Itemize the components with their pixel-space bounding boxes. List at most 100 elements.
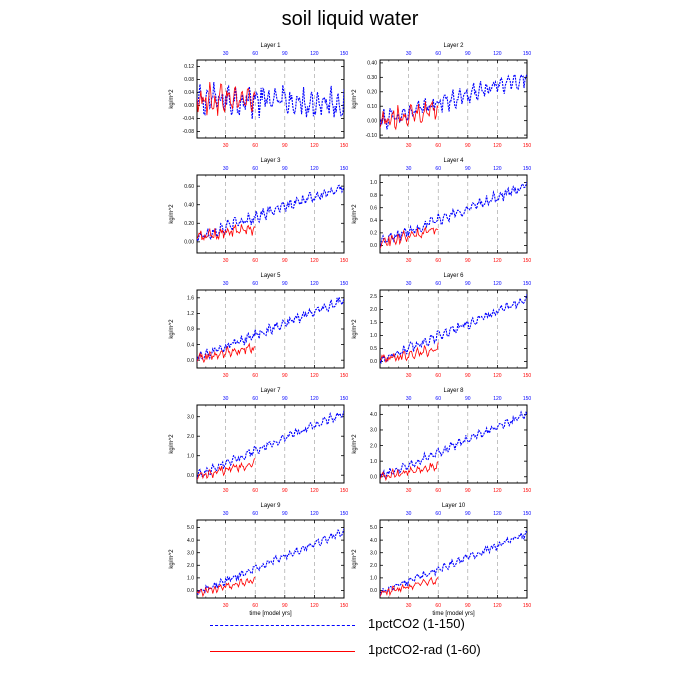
y-tick-label: 2.5 [370,294,377,300]
y-tick-label: 3.0 [187,414,194,420]
bottom-tick-label: 60 [435,603,441,609]
top-tick-label: 120 [493,396,502,402]
x-axis-label: time [model yrs] [249,611,292,617]
y-axis-label: kg/m^2 [169,549,175,569]
y-tick-label: 0.00 [184,240,194,246]
top-tick-label: 120 [493,281,502,287]
y-tick-label: 0.20 [367,89,377,95]
bottom-tick-label: 150 [340,258,349,264]
panel-layer-8: 30 30 60 60 90 90 120 120 150 150 0.0 1.0 2.0 3.0 4.0 L… [352,388,531,494]
panel-title: Layer 8 [443,388,464,394]
y-tick-label: 0.4 [370,218,377,224]
series-1pctco2-rad-line [380,461,439,482]
panel-title: Layer 6 [443,273,464,279]
panel-title: Layer 2 [443,43,464,49]
y-tick-label: 1.0 [187,453,194,459]
y-tick-label: 0.12 [184,64,194,70]
top-tick-label: 90 [465,166,471,172]
bottom-tick-label: 150 [523,488,532,494]
y-tick-label: 0.20 [184,221,194,227]
plot-frame [196,289,345,369]
y-axis-label: kg/m^2 [352,434,358,454]
series-1pctco2-rad-line [197,458,256,481]
series-1pctco2-rad-line [380,100,439,131]
y-tick-label: 0.40 [184,202,194,208]
bottom-tick-label: 120 [310,373,319,379]
panel-title: Layer 4 [443,158,464,164]
panel-layer-4: 30 30 60 60 90 90 120 120 150 150 0.0 0.2 0.4 0.6 0.8 1… [352,158,531,264]
y-tick-label: 1.0 [370,459,377,465]
bottom-tick-label: 30 [406,258,412,264]
series-1pctco2-line [380,294,527,365]
panel-layer-7: 30 30 60 60 90 90 120 120 150 150 0.0 1.0 2.0 3.0 Laye… [169,388,348,494]
y-tick-label: -0.08 [183,129,195,135]
bottom-tick-label: 90 [282,143,288,149]
series-1pctco2-rad-line [197,224,256,242]
y-tick-label: 0.6 [370,205,377,211]
top-tick-label: 60 [252,281,258,287]
bottom-tick-label: 60 [252,488,258,494]
bottom-tick-label: 150 [523,143,532,149]
y-tick-label: -0.10 [366,133,378,139]
y-tick-label: 0.04 [184,90,194,96]
series-1pctco2-rad-line [197,342,256,364]
top-tick-label: 60 [252,51,258,57]
top-tick-label: 30 [223,511,229,517]
top-tick-label: 90 [465,51,471,57]
top-tick-label: 60 [252,511,258,517]
y-tick-label: 1.0 [370,576,377,582]
y-tick-label: 0.4 [187,342,194,348]
top-tick-label: 150 [523,281,532,287]
panel-layer-6: 30 30 60 60 90 90 120 120 150 150 0.0 0.5 1.0 1.5 2.0 2… [352,273,531,379]
bottom-tick-label: 30 [223,488,229,494]
top-tick-label: 150 [340,51,349,57]
panel-layer-9: 30 30 60 60 90 90 120 120 150 150 0.0 1.0 2.0 3.0 4.0 5… [169,503,348,617]
top-tick-label: 60 [435,511,441,517]
plot-frame [379,404,528,484]
bottom-tick-label: 120 [493,143,502,149]
plot-frame [196,519,345,599]
bottom-tick-label: 60 [435,258,441,264]
plot-frame [379,59,528,139]
top-tick-label: 90 [282,166,288,172]
top-tick-label: 30 [406,281,412,287]
bottom-tick-label: 150 [523,373,532,379]
y-tick-label: 0.10 [367,104,377,110]
y-tick-label: 5.0 [187,525,194,531]
series-1pctco2-line [197,410,344,480]
figure-title: soil liquid water [281,8,419,30]
panel-title: Layer 10 [442,503,466,509]
bottom-tick-label: 150 [523,258,532,264]
y-tick-label: 3.0 [370,428,377,434]
bottom-tick-label: 120 [493,373,502,379]
bottom-tick-label: 90 [282,373,288,379]
bottom-tick-label: 30 [406,603,412,609]
bottom-tick-label: 30 [406,143,412,149]
y-tick-label: 0.0 [370,243,377,249]
bottom-tick-label: 30 [406,488,412,494]
top-tick-label: 90 [465,396,471,402]
bottom-tick-label: 150 [340,373,349,379]
legend-item-1pctco2-rad: 1pctCO2-rad (1-60) [210,642,510,662]
panel-layer-10: 30 30 60 60 90 90 120 120 150 150 0.0 1.0 2.0 3.0 4.0 5… [352,503,531,617]
series-1pctco2-rad-line [380,342,439,363]
y-tick-label: 0.0 [187,588,194,594]
top-tick-label: 150 [523,166,532,172]
plot-frame [196,174,345,254]
y-tick-label: -0.04 [183,116,195,122]
bottom-tick-label: 90 [465,603,471,609]
y-tick-label: 3.0 [187,550,194,556]
legend-label-1pctco2-rad: 1pctCO2-rad (1-60) [368,642,481,657]
top-tick-label: 90 [465,281,471,287]
top-tick-label: 90 [282,396,288,402]
top-tick-label: 90 [282,511,288,517]
panel-title: Layer 9 [260,503,281,509]
top-tick-label: 30 [406,396,412,402]
series-1pctco2-rad-line [197,81,256,116]
y-tick-label: 4.0 [370,412,377,418]
series-1pctco2-rad-line [380,576,439,597]
bottom-tick-label: 150 [340,143,349,149]
y-tick-label: 0.0 [370,588,377,594]
y-tick-label: 1.0 [187,576,194,582]
top-tick-label: 90 [282,281,288,287]
